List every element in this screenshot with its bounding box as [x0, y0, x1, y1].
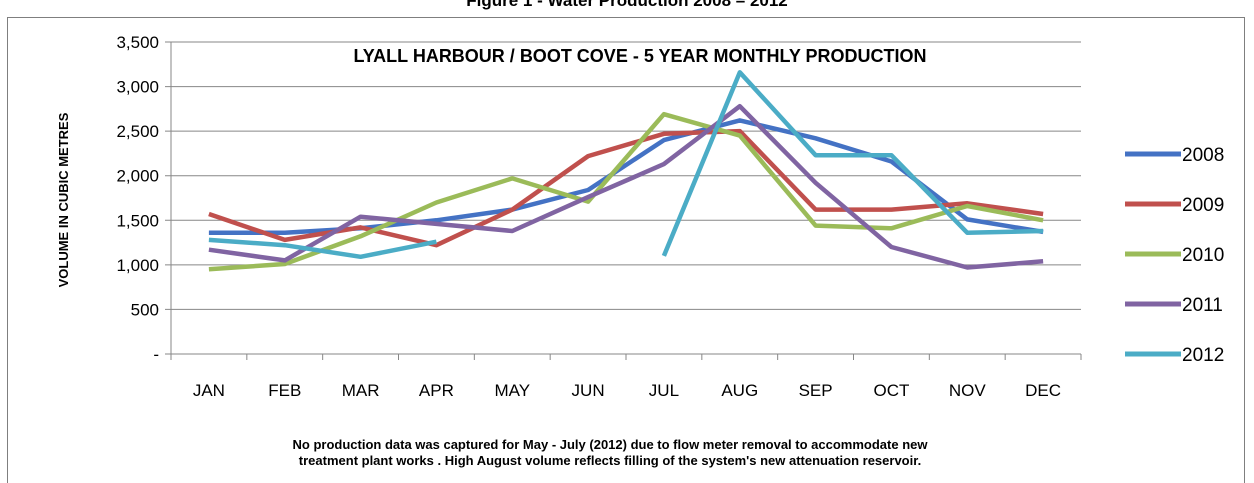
y-tick-label: -: [153, 345, 159, 364]
gridlines: [165, 41, 1081, 355]
chart-frame: [7, 17, 1245, 483]
series-line: [208, 103, 1044, 270]
legend-label: 2011: [1182, 295, 1223, 316]
footnote-line-2: treatment plant works . High August volu…: [298, 453, 922, 468]
series-2009: [208, 128, 1044, 248]
legend: 2008 2009 2010 2011 2012: [1125, 145, 1224, 366]
series-2008: [208, 118, 1044, 236]
legend-label: 2008: [1182, 145, 1224, 166]
y-tick-label: 500: [131, 300, 159, 319]
x-tick-label: AUG: [721, 381, 758, 400]
series-lines: [208, 70, 1044, 272]
x-tick-label: MAY: [494, 381, 530, 400]
series-2011: [208, 103, 1044, 270]
footnote: No production data was captured for May …: [60, 437, 1160, 469]
series-line: [208, 111, 1044, 272]
series-line: [208, 128, 1044, 248]
series-2012: [208, 70, 1044, 260]
x-tick-label: SEP: [799, 381, 833, 400]
x-tick-label: DEC: [1025, 381, 1061, 400]
series-line: [661, 70, 1044, 257]
legend-label: 2009: [1182, 195, 1224, 216]
figure-caption: Figure 1 - Water Production 2008 – 2012: [466, 0, 788, 10]
legend-label: 2012: [1182, 345, 1224, 366]
x-tick-label: NOV: [949, 381, 987, 400]
legend-label: 2010: [1182, 245, 1224, 266]
y-axis-label: VOLUME IN CUBIC METRES: [56, 112, 71, 287]
footnote-line-1: No production data was captured for May …: [292, 437, 928, 452]
x-tick-label: OCT: [873, 381, 909, 400]
y-tick-label: 1,500: [116, 211, 159, 230]
series-2010: [208, 111, 1044, 272]
x-tick-label: FEB: [268, 381, 301, 400]
x-tick-label: JUL: [649, 381, 679, 400]
x-tick-label: MAR: [342, 381, 380, 400]
y-tick-label: 3,000: [116, 78, 159, 97]
y-tick-label: 2,000: [116, 167, 159, 186]
y-tick-label: 1,000: [116, 256, 159, 275]
chart-title: LYALL HARBOUR / BOOT COVE - 5 YEAR MONTH…: [353, 46, 926, 66]
x-tick-label: JAN: [193, 381, 225, 400]
series-line: [208, 118, 1044, 236]
x-tick-label: APR: [419, 381, 454, 400]
series-line: [208, 237, 437, 260]
y-tick-label: 2,500: [116, 122, 159, 141]
axes: - 500 1,000 1,500 2,000 2,500 3,000 3,500 JAN FEB…: [116, 33, 1082, 400]
y-tick-label: 3,500: [116, 33, 159, 52]
x-tick-label: JUN: [572, 381, 605, 400]
